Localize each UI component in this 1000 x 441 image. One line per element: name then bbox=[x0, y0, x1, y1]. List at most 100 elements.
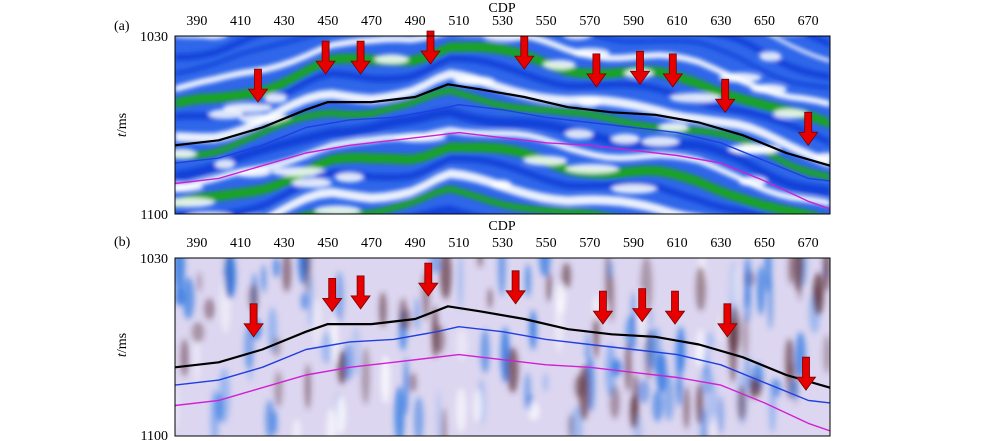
impedance-blob bbox=[768, 273, 773, 330]
red-arrow bbox=[664, 290, 686, 325]
impedance-blob bbox=[609, 385, 620, 419]
impedance-blob bbox=[175, 288, 185, 306]
impedance-blob bbox=[757, 265, 765, 316]
impedance-blob bbox=[812, 272, 824, 316]
x-tick-label: 530 bbox=[492, 236, 513, 251]
impedance-blob bbox=[440, 258, 452, 300]
impedance-blob bbox=[343, 342, 354, 381]
red-arrow bbox=[315, 40, 336, 75]
impedance-blob bbox=[507, 347, 519, 393]
x-tick-label: 490 bbox=[405, 14, 426, 29]
x-tick-label: 510 bbox=[448, 236, 469, 251]
amplitude-gap bbox=[658, 122, 689, 133]
red-arrow bbox=[505, 270, 526, 305]
impedance-blob bbox=[610, 358, 622, 377]
amplitude-band bbox=[175, 107, 830, 196]
impedance-blob bbox=[823, 335, 830, 374]
impedance-blob bbox=[663, 374, 675, 421]
impedance-blob bbox=[744, 355, 752, 390]
impedance-blob bbox=[676, 326, 686, 373]
panel-a-ylabel-var: t bbox=[115, 132, 130, 137]
red-arrow bbox=[586, 53, 607, 88]
impedance-blob bbox=[321, 331, 333, 365]
impedance-blob bbox=[272, 258, 280, 278]
red-arrow bbox=[795, 356, 817, 391]
impedance-blob bbox=[196, 272, 202, 293]
amplitude-band bbox=[175, 87, 830, 181]
x-tick-label: 510 bbox=[448, 14, 469, 29]
x-tick-label: 570 bbox=[579, 236, 600, 251]
amplitude-gap bbox=[335, 172, 364, 183]
amplitude-gap bbox=[750, 83, 787, 94]
amplitude-gap bbox=[759, 51, 782, 62]
impedance-blob bbox=[792, 258, 804, 292]
amplitude-gap bbox=[214, 159, 235, 170]
amplitude-gap bbox=[658, 222, 693, 232]
x-tick-label: 410 bbox=[230, 14, 251, 29]
red-arrow bbox=[350, 40, 371, 75]
amplitude-band bbox=[266, 168, 700, 214]
panel-b-xlabel: CDP bbox=[488, 219, 515, 234]
horizon-black bbox=[175, 83, 830, 167]
red-arrow bbox=[717, 303, 738, 338]
impedance-blob bbox=[261, 264, 266, 293]
x-tick-label: 470 bbox=[361, 14, 382, 29]
amplitude-gap bbox=[221, 219, 274, 229]
impedance-blob bbox=[330, 316, 338, 363]
impedance-blob bbox=[529, 309, 537, 350]
impedance-blob bbox=[480, 329, 490, 374]
amplitude-band bbox=[297, 185, 612, 214]
impedance-blob bbox=[326, 408, 337, 436]
impedance-blob bbox=[282, 258, 292, 293]
horizon-magenta bbox=[175, 353, 830, 432]
panel-b-xticks: 390 410 430 450 470 490 510 530 550 570 590 610 630 6… bbox=[186, 236, 818, 251]
red-arrow bbox=[797, 111, 819, 146]
amplitude-gap bbox=[564, 129, 594, 140]
x-tick-label: 550 bbox=[536, 236, 557, 251]
amplitude-gap bbox=[374, 54, 409, 65]
impedance-blob bbox=[561, 262, 571, 289]
amplitude-gap bbox=[523, 155, 568, 166]
horizon-magenta bbox=[175, 131, 830, 210]
horizon-black bbox=[175, 305, 830, 389]
red-arrow bbox=[631, 288, 653, 323]
panel-b-frame bbox=[174, 257, 831, 437]
impedance-blob bbox=[546, 271, 552, 303]
impedance-blob bbox=[455, 387, 467, 433]
x-tick-label: 670 bbox=[798, 14, 819, 29]
amplitude-gap bbox=[483, 36, 529, 42]
amplitude-gap bbox=[175, 148, 197, 159]
impedance-blob bbox=[301, 292, 309, 311]
amplitude-gap bbox=[543, 59, 576, 70]
impedance-blob bbox=[487, 288, 493, 309]
x-tick-label: 470 bbox=[361, 236, 382, 251]
horizon-blue bbox=[175, 326, 830, 404]
impedance-blob bbox=[737, 384, 747, 421]
red-arrow bbox=[629, 50, 651, 85]
amplitude-gap bbox=[175, 182, 204, 193]
red-arrow bbox=[420, 30, 441, 65]
x-tick-label: 650 bbox=[754, 14, 775, 29]
amplitude-gap bbox=[264, 93, 287, 104]
impedance-blob bbox=[574, 375, 586, 398]
amplitude-gap bbox=[311, 222, 346, 232]
impedance-blob bbox=[554, 297, 564, 353]
panel-b-y-bottom: 1100 bbox=[141, 429, 168, 441]
impedance-blob bbox=[409, 372, 417, 393]
impedance-blob bbox=[638, 379, 650, 404]
panel-a-y-bottom: 1100 bbox=[141, 208, 168, 223]
amplitude-gap bbox=[563, 36, 591, 40]
impedance-blob bbox=[593, 309, 599, 359]
amplitude-gap bbox=[384, 218, 426, 228]
impedance-blob bbox=[539, 258, 551, 277]
impedance-blob bbox=[528, 402, 540, 421]
x-tick-label: 490 bbox=[405, 236, 426, 251]
impedance-blob bbox=[351, 325, 361, 377]
impedance-blob bbox=[399, 298, 408, 331]
amplitude-gap bbox=[314, 205, 361, 214]
panel-a-letter: (a) bbox=[114, 19, 130, 34]
panel-b-inversion-section bbox=[175, 258, 830, 436]
amplitude-gap bbox=[707, 1, 739, 11]
impedance-blob bbox=[274, 371, 283, 408]
